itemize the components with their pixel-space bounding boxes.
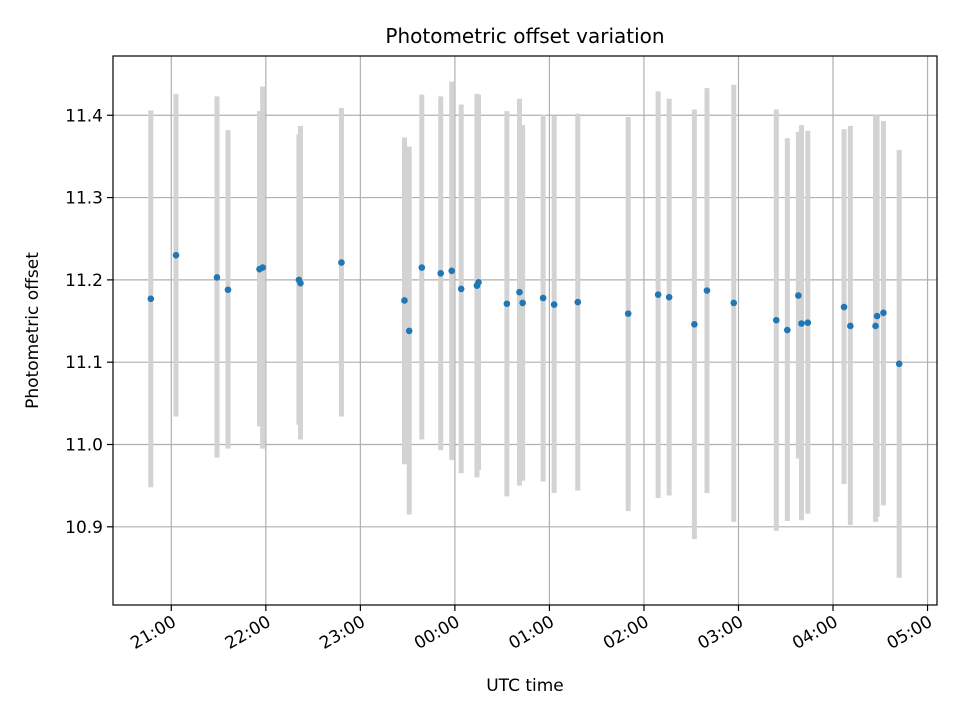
data-point	[448, 267, 456, 275]
data-point	[516, 288, 523, 296]
x-axis-title: UTC time	[486, 676, 564, 696]
data-point	[338, 259, 345, 266]
y-tick-label: 11.3	[65, 189, 103, 209]
data-point	[873, 312, 881, 320]
data-point	[665, 293, 673, 301]
data-point	[475, 279, 482, 286]
data-point	[437, 269, 445, 277]
data-point	[798, 320, 805, 327]
data-point	[172, 251, 180, 259]
data-point	[703, 287, 711, 294]
data-point	[654, 291, 662, 298]
data-point	[213, 274, 221, 281]
data-point	[503, 300, 511, 308]
y-tick-label: 11.1	[65, 353, 103, 373]
data-point	[784, 326, 791, 334]
data-point	[457, 285, 465, 293]
data-point	[880, 309, 887, 317]
data-point	[804, 319, 812, 326]
data-point	[519, 299, 526, 307]
y-tick-label: 11.0	[65, 435, 103, 455]
data-point	[224, 286, 232, 294]
data-point	[847, 322, 854, 330]
data-point	[259, 264, 266, 271]
data-point	[401, 297, 408, 304]
y-tick-label: 11.2	[65, 271, 103, 291]
data-points	[147, 251, 903, 368]
data-point	[574, 298, 582, 306]
data-point	[840, 303, 848, 311]
y-tick-label: 10.9	[65, 518, 103, 538]
plot-frame	[112, 55, 938, 606]
data-point	[418, 264, 426, 271]
data-point	[730, 299, 738, 307]
data-point	[895, 360, 903, 368]
data-point	[624, 310, 632, 317]
data-point	[772, 316, 780, 324]
data-point	[550, 301, 558, 308]
data-point	[691, 321, 698, 328]
data-point	[297, 279, 304, 287]
data-point	[795, 292, 802, 299]
data-point	[405, 327, 413, 335]
data-point	[539, 294, 547, 302]
data-point	[872, 322, 879, 330]
y-tick-label: 11.4	[65, 106, 103, 126]
chart-title: Photometric offset variation	[385, 24, 664, 48]
data-point	[147, 295, 155, 303]
y-axis-title: Photometric offset	[23, 252, 43, 409]
